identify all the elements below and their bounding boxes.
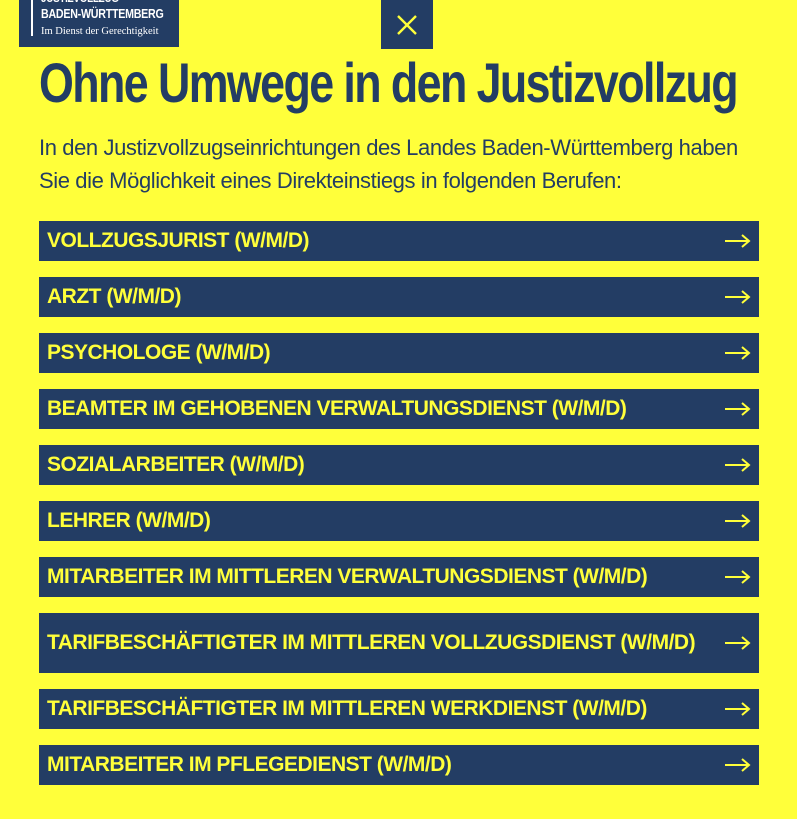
job-label: Tarifbeschäftigter im mittleren Werkdien…	[47, 697, 647, 720]
logo-line-1: JUSTIZVOLLZUG	[41, 0, 119, 5]
arrow-right-icon	[725, 570, 751, 584]
job-link-vollzugsjurist[interactable]: Vollzugsjurist (w/m/d)	[39, 221, 759, 261]
page-title: Ohne Umwege in den Justizvollzug	[39, 51, 739, 114]
logo-divider	[31, 0, 33, 36]
arrow-right-icon	[725, 290, 751, 304]
arrow-right-icon	[725, 458, 751, 472]
close-menu-button[interactable]	[381, 0, 433, 49]
logo-home-link[interactable]: JUSTIZVOLLZUG BADEN-WÜRTTEMBERG Im Diens…	[19, 0, 179, 47]
job-label: Arzt (w/m/d)	[47, 285, 181, 308]
arrow-right-icon	[725, 636, 751, 650]
job-label: Mitarbeiter im mittleren Verwaltungsdien…	[47, 565, 648, 588]
logo-tagline: Im Dienst der Gerechtigkeit	[41, 26, 159, 37]
arrow-right-icon	[725, 346, 751, 360]
close-icon	[397, 14, 417, 35]
job-label: Mitarbeiter im Pflegedienst (w/m/d)	[47, 753, 452, 776]
job-label: Lehrer (w/m/d)	[47, 509, 211, 532]
job-label: Psychologe (w/m/d)	[47, 341, 271, 364]
arrow-right-icon	[725, 234, 751, 248]
job-label: Tarifbeschäftigter im mittleren Vollzugs…	[47, 631, 696, 654]
job-list: Vollzugsjurist (w/m/d) Arzt (w/m/d) Psyc…	[39, 221, 759, 801]
job-link-arzt[interactable]: Arzt (w/m/d)	[39, 277, 759, 317]
arrow-right-icon	[725, 514, 751, 528]
arrow-right-icon	[725, 402, 751, 416]
job-label: Sozialarbeiter (w/m/d)	[47, 453, 305, 476]
arrow-right-icon	[725, 758, 751, 772]
intro-text: In den Justizvollzugseinrichtungen des L…	[39, 135, 738, 193]
job-label: Beamter im gehobenen Verwaltungsdienst (…	[47, 397, 627, 420]
job-link-mitarbeiter-mittlerer-verwaltungsdienst[interactable]: Mitarbeiter im mittleren Verwaltungsdien…	[39, 557, 759, 597]
arrow-right-icon	[725, 702, 751, 716]
job-link-tarif-mittlerer-werkdienst[interactable]: Tarifbeschäftigter im mittleren Werkdien…	[39, 689, 759, 729]
job-link-pflegedienst[interactable]: Mitarbeiter im Pflegedienst (w/m/d)	[39, 745, 759, 785]
job-label: Vollzugsjurist (w/m/d)	[47, 229, 309, 252]
job-link-psychologe[interactable]: Psychologe (w/m/d)	[39, 333, 759, 373]
logo-line-2: BADEN-WÜRTTEMBERG	[41, 6, 164, 21]
job-link-beamter-gehobener-verwaltungsdienst[interactable]: Beamter im gehobenen Verwaltungsdienst (…	[39, 389, 759, 429]
job-link-lehrer[interactable]: Lehrer (w/m/d)	[39, 501, 759, 541]
job-link-sozialarbeiter[interactable]: Sozialarbeiter (w/m/d)	[39, 445, 759, 485]
job-link-tarif-mittlerer-vollzugsdienst[interactable]: Tarifbeschäftigter im mittleren Vollzugs…	[39, 613, 759, 673]
